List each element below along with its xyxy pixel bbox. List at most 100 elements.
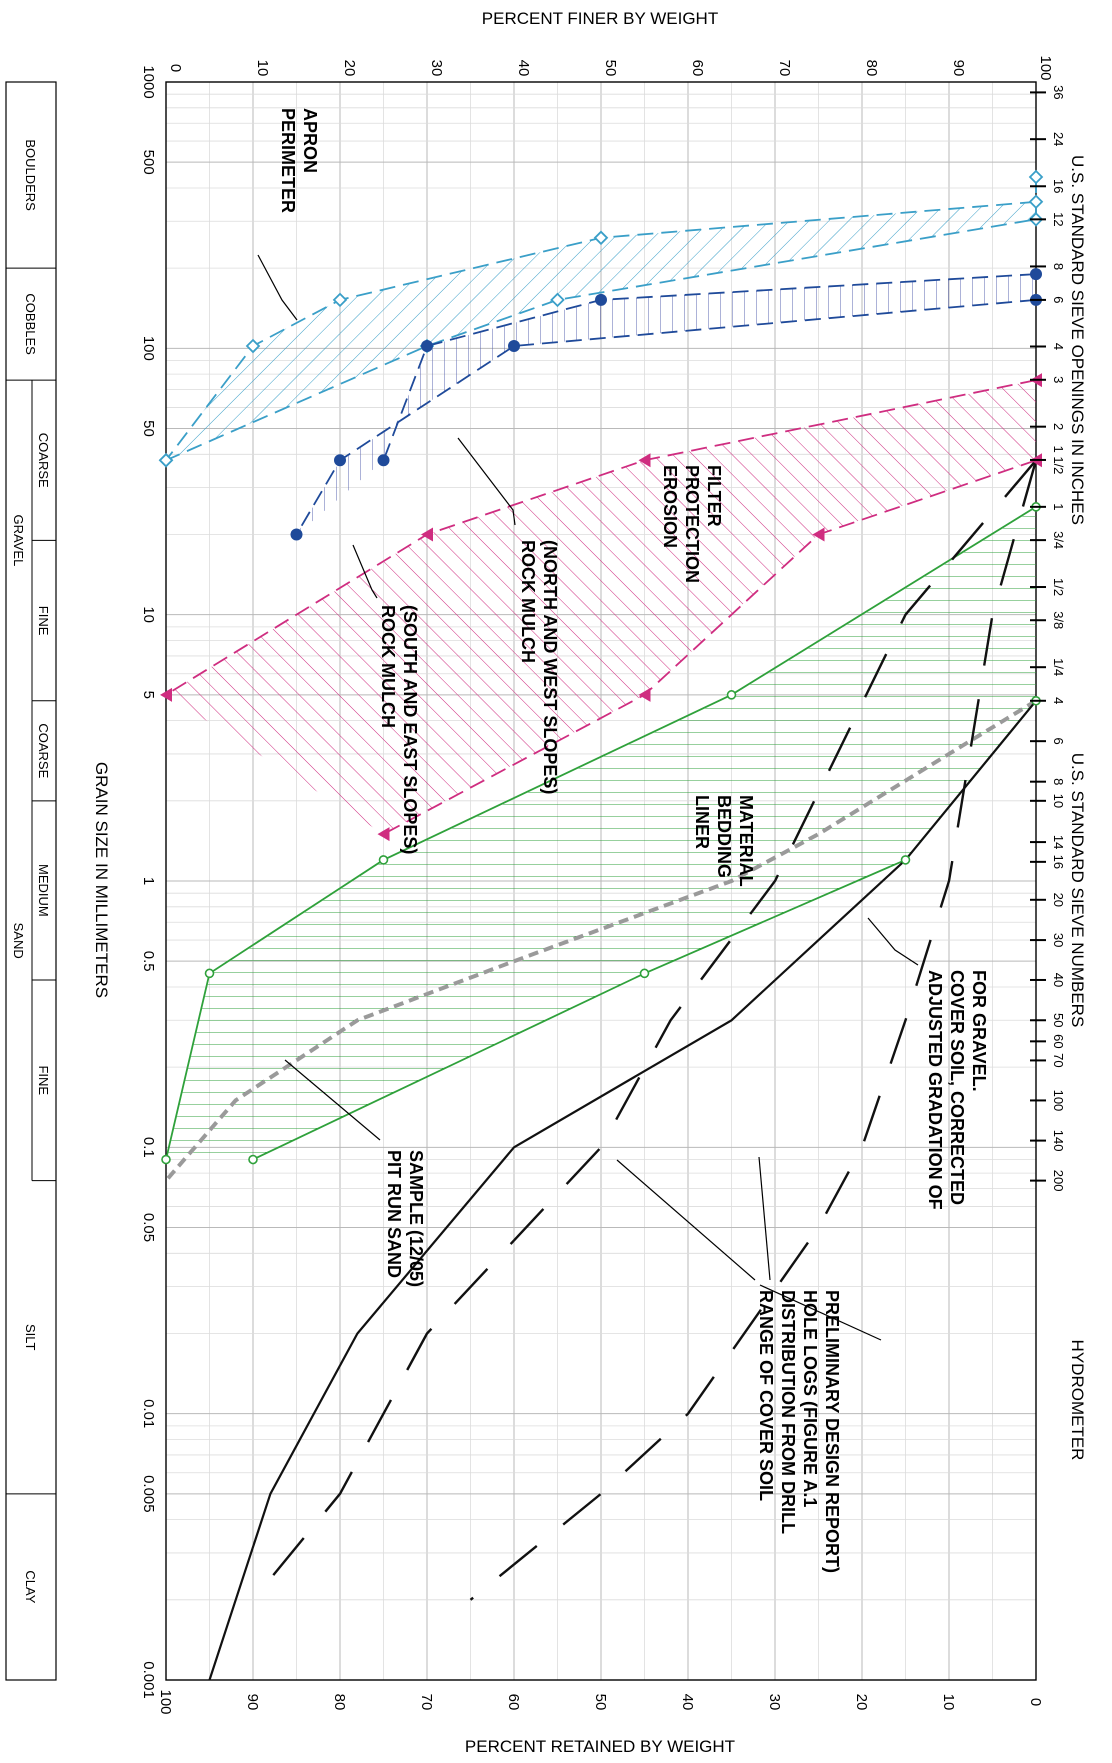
annotation-line: PRELIMINARY DESIGN REPORT)	[822, 1290, 842, 1573]
tick-label-sieve: 70	[1051, 1053, 1066, 1067]
annotation-line: COVER SOIL, CORRECTED	[947, 970, 967, 1205]
band-fill	[296, 274, 1036, 535]
data-point	[204, 968, 215, 979]
class-label: FINE	[36, 606, 51, 636]
annotation-line: FOR GRAVEL.	[969, 970, 989, 1092]
annotation-rock-mulch-se: ROCK MULCH (SOUTH AND EAST SLOPES)	[378, 605, 420, 854]
annotation-line: APRON	[300, 108, 320, 173]
annotation-line: FILTER	[704, 465, 724, 527]
series-line	[208, 700, 1037, 1681]
annotation-liner: LINER BEDDING MATERIAL	[692, 795, 756, 887]
tick-label-sieve: 200	[1051, 1170, 1066, 1192]
tick-label-size: 100	[140, 336, 157, 361]
leader-line	[758, 1156, 771, 1281]
tick-label-finer: 70	[776, 60, 793, 77]
annotation-erosion: EROSION PROTECTION FILTER	[660, 465, 724, 583]
series-line	[382, 273, 1037, 461]
classification-bar: BOULDERS COBBLES COARSE FINE COARSE MEDIUM FIN…	[5, 81, 57, 1681]
data-point	[593, 230, 609, 246]
tick-label-sieve: 140	[1051, 1130, 1066, 1152]
data-point	[421, 340, 433, 353]
annotation-line: EROSION	[660, 465, 680, 548]
leader-line	[457, 437, 516, 526]
title-top: PERCENT FINER BY WEIGHT	[482, 9, 718, 28]
annotation-line: PERIMETER	[278, 108, 298, 213]
title-bottom: PERCENT RETAINED BY WEIGHT	[465, 1737, 735, 1756]
class-group-label: GRAVEL	[11, 515, 26, 567]
annotation-line: LINER	[692, 795, 712, 849]
data-point	[378, 855, 389, 865]
data-point	[638, 687, 651, 702]
tick-label-size: 0.01	[140, 1399, 157, 1428]
leader-line	[759, 1284, 882, 1341]
tick-label-sieve: 4	[1051, 343, 1066, 350]
annotation-line: MATERIAL	[736, 795, 756, 887]
tick-label-sieve: 2	[1051, 423, 1066, 430]
tick-label-retained: 60	[505, 1694, 522, 1711]
tick-label-size: 0.005	[140, 1475, 157, 1513]
leader-line	[352, 544, 378, 599]
tick-label-finer: 10	[254, 60, 271, 77]
tick-label-retained: 100	[157, 1689, 174, 1714]
tick-label-size: 0.001	[140, 1661, 157, 1699]
data-point	[508, 340, 520, 353]
annotation-line: (NORTH AND WEST SLOPES)	[540, 540, 560, 794]
annotation-line: HOLE LOGS (FIGURE A.1	[800, 1290, 820, 1507]
band-fill	[166, 177, 1036, 461]
data-point	[245, 338, 261, 354]
data-point	[639, 968, 650, 979]
series-line	[165, 379, 1037, 696]
data-point	[160, 687, 172, 702]
annotation-range: RANGE OF COVER SOIL DISTRIBUTION FROM DRI…	[756, 1290, 842, 1573]
class-label: COARSE	[36, 433, 51, 488]
annotation-line: RANGE OF COVER SOIL	[756, 1290, 776, 1501]
data-point	[1028, 194, 1044, 210]
tick-label-retained: 20	[853, 1694, 870, 1711]
tick-label-size: 1	[140, 877, 157, 885]
data-point	[550, 292, 565, 308]
tick-label-finer: 90	[950, 60, 967, 77]
tick-label-sieve: 3	[1051, 376, 1066, 383]
series-line	[164, 699, 1038, 1182]
tick-label-sieve: 4	[1051, 697, 1066, 704]
tick-label-size: 0.5	[140, 951, 157, 972]
series-line	[469, 459, 1038, 1601]
tick-label-sieve: 1 1/2	[1051, 445, 1066, 474]
data-point	[158, 452, 174, 468]
tick-label-size: 0.05	[140, 1213, 157, 1242]
annotation-perimeter-apron: PERIMETER APRON	[278, 108, 320, 213]
tick-label-finer: 60	[689, 60, 706, 77]
tick-label-sieve: 1/4	[1051, 658, 1066, 676]
band-fill	[166, 506, 1036, 1160]
annotations: PERIMETER APRON ROCK MULCH (NORTH AND WEST …	[257, 108, 989, 1573]
tick-label-sieve: 16	[1051, 179, 1066, 193]
annotation-line: PROTECTION	[682, 465, 702, 583]
band-fills	[166, 177, 1036, 1160]
tick-label-sieve: 100	[1051, 1090, 1066, 1112]
data-point	[421, 527, 433, 542]
tick-label-sieve: 1	[1051, 503, 1066, 510]
tick-label-finer: 30	[428, 60, 445, 77]
tick-label-retained: 10	[940, 1694, 957, 1711]
data-point	[332, 292, 348, 308]
tick-label-finer: 40	[515, 60, 532, 77]
tick-label-sieve: 8	[1051, 263, 1066, 270]
tick-label-sieve: 20	[1051, 893, 1066, 907]
data-point	[161, 1154, 171, 1165]
tick-label-sieve: 40	[1051, 973, 1066, 987]
annotation-line: ADJUSTED GRADATION OF	[925, 970, 945, 1210]
tick-label-sieve: 30	[1051, 933, 1066, 947]
tick-label-retained: 80	[331, 1694, 348, 1711]
leader-line	[257, 254, 298, 321]
data-point	[900, 855, 911, 865]
data-point	[334, 454, 346, 467]
series-line	[383, 459, 1037, 835]
tick-label-finer: 80	[863, 60, 880, 77]
axis-titles: PERCENT FINER BY WEIGHT PERCENT RETAINED…	[92, 9, 1087, 1756]
tick-label-sieve: 14	[1051, 835, 1066, 849]
annotation-line: ROCK MULCH	[518, 540, 538, 663]
tick-label-sieve: 8	[1051, 778, 1066, 785]
tick-label-retained: 0	[1027, 1698, 1044, 1706]
data-point	[1028, 169, 1044, 185]
